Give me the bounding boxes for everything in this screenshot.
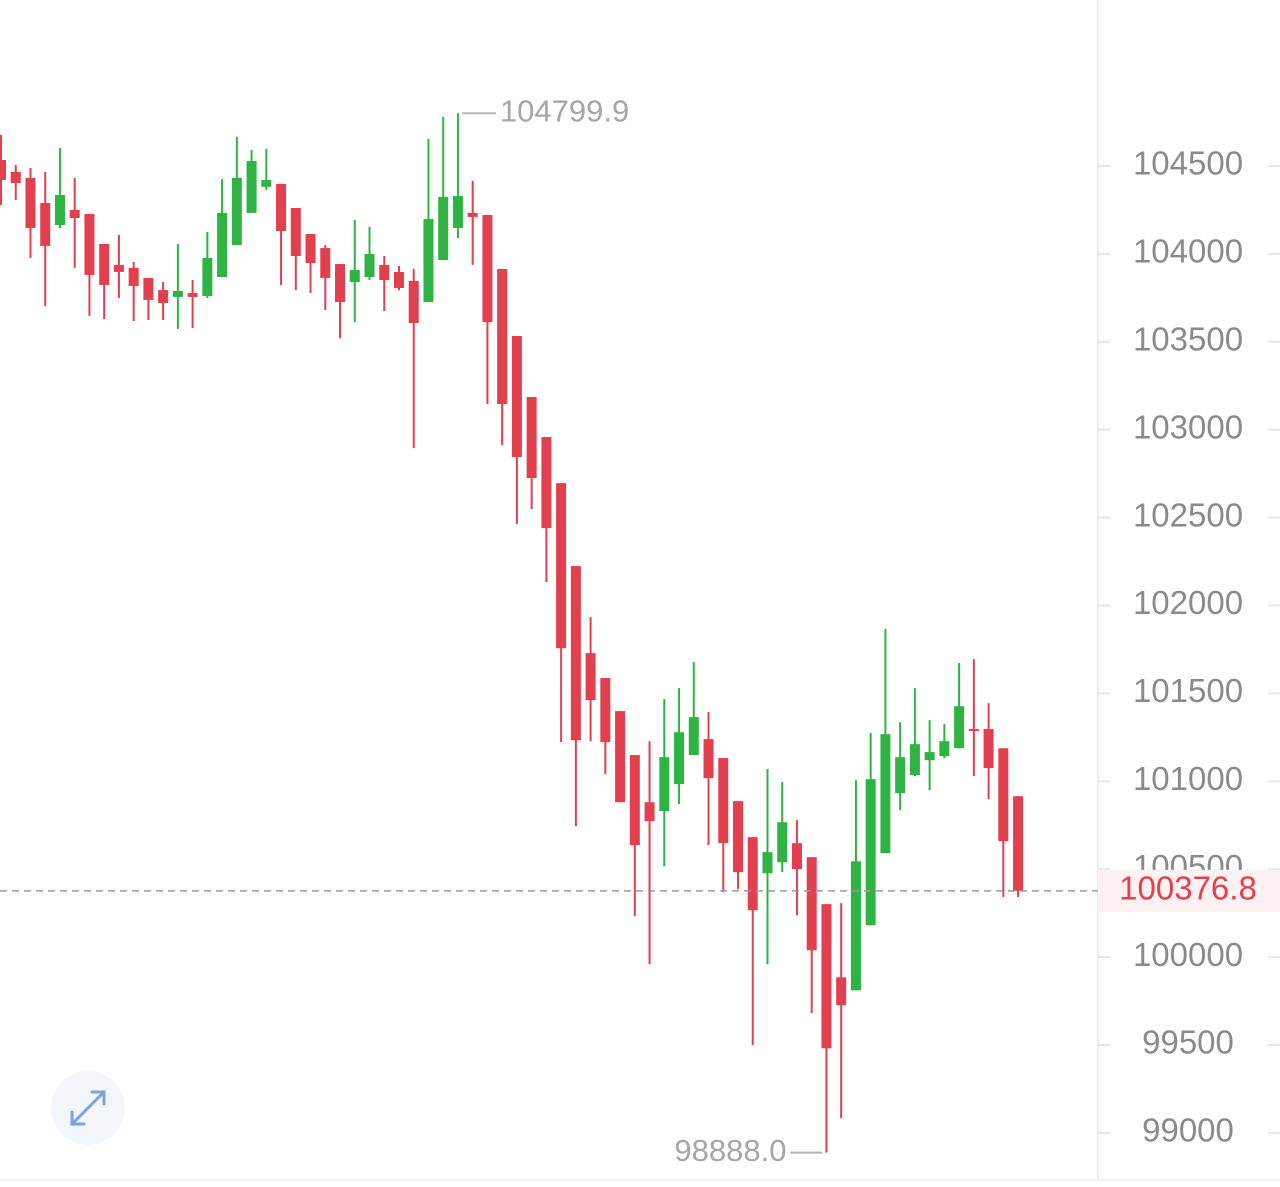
candle-body — [217, 212, 228, 278]
candle-body — [335, 264, 346, 303]
expand-button[interactable] — [51, 1071, 125, 1145]
candle-body — [1013, 796, 1024, 891]
candle-body — [880, 734, 891, 854]
candle-body — [84, 213, 95, 275]
y-tick-label: 101000 — [1133, 760, 1243, 797]
candle-body — [202, 257, 213, 297]
candle-body — [644, 802, 655, 822]
candle-body — [570, 566, 581, 741]
candle-body — [452, 196, 463, 229]
candle-body — [674, 732, 685, 785]
y-tick-label: 102500 — [1133, 496, 1243, 533]
candle-body — [747, 837, 758, 911]
candle-body — [113, 264, 124, 272]
candle-body — [40, 203, 51, 246]
candle-body — [909, 744, 920, 776]
y-tick-label: 103000 — [1133, 408, 1243, 445]
y-tick-label: 103500 — [1133, 320, 1243, 357]
y-tick-label: 100000 — [1133, 936, 1243, 973]
candle-body — [541, 437, 552, 529]
candle-body — [762, 852, 773, 874]
candle-body — [777, 822, 788, 863]
candle-body — [305, 233, 316, 264]
candle-body — [850, 861, 861, 991]
candle-body — [393, 271, 404, 288]
candle-body — [526, 396, 537, 479]
candle-body — [998, 748, 1009, 842]
last-price-bg — [1098, 869, 1280, 912]
candle-body — [246, 161, 257, 213]
candle-body — [187, 293, 198, 297]
candle-body — [261, 180, 272, 187]
candle-body — [438, 196, 449, 261]
candle-body — [968, 729, 979, 732]
candle-body — [25, 177, 36, 229]
candle-body — [821, 904, 832, 1049]
last-price-label: 100376.8 — [1119, 870, 1257, 907]
candle-body — [290, 207, 301, 256]
candle-body — [482, 215, 493, 323]
low-label: 98888.0 — [674, 1133, 786, 1168]
y-tick-label: 104500 — [1133, 145, 1243, 182]
candle-body — [718, 758, 729, 844]
candle-body — [320, 248, 331, 278]
y-tick-label: 101500 — [1133, 672, 1243, 709]
candle-body — [836, 977, 847, 1006]
candle-body — [497, 268, 508, 404]
candle-body — [865, 779, 876, 926]
candle-body — [600, 678, 611, 743]
y-tick-label: 104000 — [1133, 233, 1243, 270]
candle-body — [69, 209, 80, 218]
candle-body — [939, 741, 950, 757]
candle-body — [379, 264, 390, 281]
candle-body — [688, 717, 699, 756]
candle-body — [511, 335, 522, 458]
candle-body — [231, 177, 242, 246]
candle-body — [895, 757, 906, 794]
candle-body — [806, 857, 817, 951]
candle-body — [791, 843, 802, 870]
candle-body — [629, 755, 640, 846]
candle-body — [615, 711, 626, 803]
candle-body — [10, 171, 21, 184]
candle-body — [703, 739, 714, 779]
candle-body — [0, 159, 6, 181]
candle-body — [585, 653, 596, 701]
candle-body — [128, 267, 139, 287]
candle-body — [276, 183, 287, 232]
candle-body — [99, 244, 110, 285]
candle-body — [556, 483, 567, 649]
candle-body — [349, 270, 360, 282]
candle-body — [954, 706, 965, 749]
candle-body — [54, 194, 65, 226]
candle-body — [143, 277, 154, 300]
candle-body — [364, 254, 375, 278]
candle-body — [733, 801, 743, 873]
candle-body — [172, 290, 183, 297]
candle-body — [983, 729, 994, 769]
y-tick-label: 99500 — [1142, 1024, 1234, 1061]
expand-icon — [70, 1090, 106, 1126]
candle-body — [659, 757, 670, 812]
candle-body — [408, 280, 419, 323]
candle-body — [467, 212, 478, 217]
candle-body — [423, 219, 434, 303]
y-tick-label: 102000 — [1133, 584, 1243, 621]
high-label: 104799.9 — [500, 93, 629, 128]
y-tick-label: 99000 — [1142, 1112, 1234, 1149]
candle-body — [158, 290, 169, 304]
candle-body — [924, 752, 935, 761]
